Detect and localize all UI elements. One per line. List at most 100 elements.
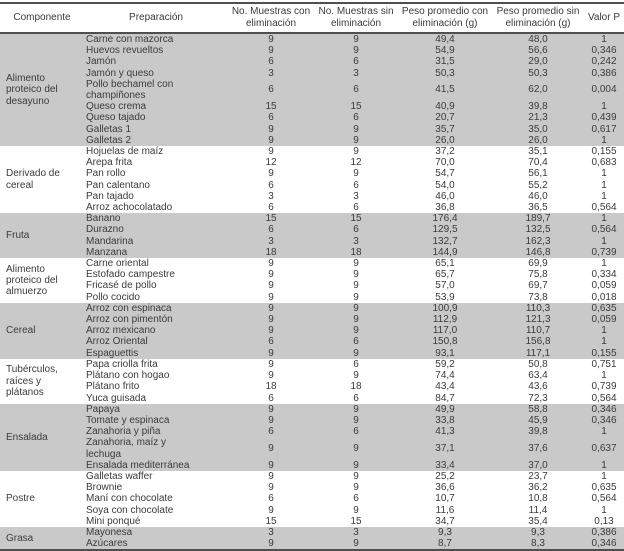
preparation-cell: Pollo bechamel con champiñones: [84, 78, 228, 102]
valor-p-cell: 1: [601, 370, 607, 382]
muestras-sin-cell: 9: [314, 414, 398, 427]
peso-sin-cell: 11,4: [528, 504, 548, 516]
preparation-cell: Arroz mexicano: [84, 325, 228, 337]
valor-p-cell: 1: [584, 325, 624, 337]
preparation-cell: Plátano frito: [86, 381, 140, 393]
peso-con-cell: 11,6: [435, 504, 455, 516]
muestras-sin-cell: 18: [314, 246, 398, 259]
muestras-con-cell: 6: [268, 179, 274, 191]
muestras-sin-cell: 9: [314, 403, 398, 415]
table-row: Queso tajado 6 6 20,7 21,3 0,439: [0, 112, 624, 124]
peso-con-cell: 26,0: [398, 134, 492, 147]
preparation-cell: Galletas waffer: [86, 470, 153, 482]
peso-sin-cell: 56,6: [492, 45, 584, 57]
muestras-con-cell: 9: [268, 482, 274, 494]
table-row: Pan calentano 6 6 54,0 55,2 1: [0, 180, 624, 191]
muestras-sin-cell: 9: [314, 33, 398, 46]
table-row: Fricasé de pollo 9 9 57,0 69,7 0,059: [0, 280, 624, 291]
table-row: Pollo cocido 9 9 53,9 73,8 0,018: [0, 292, 624, 303]
peso-con-cell: 74,4: [435, 370, 455, 382]
peso-con-cell: 59,2: [435, 358, 455, 370]
preparation-cell: Mayonesa: [84, 526, 228, 539]
table-row: Mandarina 3 3 132,7 162,3 1: [0, 235, 624, 247]
valor-p-cell: 1: [584, 33, 624, 46]
table-header: Componente Preparación No. Muestras con el…: [0, 3, 624, 34]
table-row: Ensalada Papaya 9 9 49,9 58,8 0,346: [0, 403, 624, 471]
muestras-sin-cell: 12: [350, 157, 362, 169]
table-row: Plátano frito 18 18 43,4 43,6 0,739: [0, 381, 624, 392]
preparation-cell: Arroz achocolatado: [86, 202, 173, 214]
valor-p-cell: 0,155: [591, 146, 617, 158]
peso-sin-cell: 39,8: [492, 426, 584, 438]
valor-p-cell: 0,739: [591, 381, 617, 393]
valor-p-cell: 0,346: [584, 414, 624, 427]
peso-sin-cell: 110,3: [492, 302, 584, 315]
preparation-cell: Zanahoria y piña: [84, 426, 228, 438]
peso-con-cell: 41,5: [398, 78, 492, 102]
preparation-cell: Queso tajado: [84, 112, 228, 124]
valor-p-cell: 0,346: [584, 538, 624, 551]
table-row: Galletas 2 9 9 26,0 26,0 1: [0, 134, 624, 147]
valor-p-cell: 1: [584, 235, 624, 247]
preparation-cell: Plátano con hogao: [86, 370, 170, 382]
muestras-sin-cell: 9: [353, 269, 359, 281]
muestras-con-cell: 15: [228, 213, 314, 225]
peso-con-cell: 49,4: [398, 33, 492, 46]
column-header-muestras-sin: No. Muestras sin eliminación: [314, 3, 398, 34]
preparation-cell: Pan rollo: [86, 168, 126, 180]
muestras-sin-cell: 6: [353, 392, 359, 404]
muestras-sin-cell: 9: [353, 470, 359, 482]
component-group-label: Postre: [6, 493, 35, 505]
muestras-sin-cell: 9: [314, 45, 398, 57]
muestras-sin-cell: 9: [314, 314, 398, 326]
muestras-sin-cell: 15: [314, 213, 398, 225]
muestras-con-cell: 9: [228, 134, 314, 147]
preparation-cell: Banano: [84, 213, 228, 225]
muestras-con-cell: 6: [268, 493, 274, 505]
table-row: Zanahoria y piña 6 6 41,3 39,8 1: [0, 426, 624, 438]
peso-sin-cell: 43,6: [528, 381, 548, 393]
valor-p-cell: 0,004: [584, 78, 624, 102]
muestras-con-cell: 6: [268, 392, 274, 404]
column-header-componente: Componente: [0, 3, 84, 34]
peso-sin-cell: 46,0: [528, 190, 548, 202]
valor-p-cell: 0,346: [584, 403, 624, 415]
preparation-cell: Pollo cocido: [86, 291, 140, 303]
table-row: Pan rollo 9 9 54,7 56,1 1: [0, 168, 624, 179]
peso-sin-cell: 110,7: [492, 325, 584, 337]
preparation-cell: Papa criolla frita: [86, 358, 158, 370]
peso-con-cell: 40,9: [398, 101, 492, 113]
peso-sin-cell: 37,6: [492, 437, 584, 460]
table-row: Brownie 9 9 36,6 36,2 0,635: [0, 482, 624, 493]
muestras-sin-cell: 6: [314, 78, 398, 102]
peso-con-cell: 36,6: [435, 482, 455, 494]
preparation-cell: Brownie: [86, 482, 123, 494]
peso-con-cell: 132,7: [398, 235, 492, 247]
table-row: Soya con chocolate 9 9 11,6 11,4 1: [0, 505, 624, 516]
valor-p-cell: 1: [584, 426, 624, 438]
table-row: Arroz mexicano 9 9 117,0 110,7 1: [0, 325, 624, 337]
valor-p-cell: 0,018: [591, 291, 617, 303]
valor-p-cell: 0,155: [584, 347, 624, 359]
muestras-sin-cell: 9: [353, 370, 359, 382]
peso-con-cell: 65,7: [435, 269, 455, 281]
table-row: Plátano con hogao 9 9 74,4 63,4 1: [0, 370, 624, 381]
peso-sin-cell: 50,8: [528, 358, 548, 370]
valor-p-cell: 0,386: [584, 67, 624, 79]
muestras-con-cell: 9: [268, 470, 274, 482]
peso-con-cell: 43,4: [435, 381, 455, 393]
component-group-label: Grasa: [0, 526, 84, 551]
muestras-sin-cell: 9: [353, 280, 359, 292]
table-row: Pan tajado 3 3 46,0 46,0 1: [0, 191, 624, 202]
peso-con-cell: 150,8: [398, 336, 492, 348]
muestras-con-cell: 6: [228, 78, 314, 102]
valor-p-cell: 1: [584, 101, 624, 113]
table-row: Jamón y queso 3 3 50,3 50,3 0,386: [0, 67, 624, 79]
muestras-sin-cell: 3: [314, 67, 398, 79]
preparation-cell: Manzana: [84, 246, 228, 259]
muestras-con-cell: 9: [228, 347, 314, 359]
peso-con-cell: 33,4: [398, 459, 492, 471]
peso-sin-cell: 8,3: [492, 538, 584, 551]
muestras-con-cell: 3: [228, 235, 314, 247]
muestras-sin-cell: 3: [353, 190, 359, 202]
